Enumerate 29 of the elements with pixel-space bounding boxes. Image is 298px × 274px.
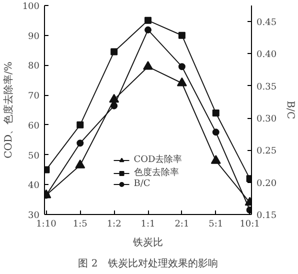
- y2-tick-label: 0.30: [256, 114, 277, 125]
- legend-label: 色度去除率: [134, 166, 179, 179]
- y-tick-label: 70: [28, 92, 40, 102]
- y2-tick-label: 0.45: [256, 18, 277, 28]
- legend-label: COD去除率: [134, 154, 182, 166]
- y-tick-label: 80: [28, 62, 40, 72]
- y-tick-label: 50: [28, 151, 40, 162]
- x-tick-label: 1:10: [36, 220, 57, 230]
- x-tick-label: 5:1: [208, 220, 224, 230]
- y2-tick-label: 0.25: [256, 146, 277, 157]
- x-tick-label: 1:2: [106, 220, 122, 230]
- y-tick-label: 100: [22, 2, 40, 12]
- x-tick-label: 10:1: [240, 220, 260, 230]
- caption: 图 2 铁炭比对处理效果的影响: [78, 258, 218, 270]
- y2-axis-title: B/C: [284, 100, 296, 120]
- y2-tick-label: 0.20: [256, 178, 277, 189]
- x-axis-title: 铁炭比: [132, 236, 163, 248]
- legend-label: B/C: [134, 179, 152, 189]
- x-tick-label: 1:5: [72, 220, 88, 230]
- y2-tick-label: 0.15: [256, 211, 277, 221]
- y-tick-label: 40: [28, 181, 40, 192]
- x-tick-label: 2:1: [174, 220, 190, 230]
- y2-tick-label: 0.35: [256, 82, 277, 92]
- y-tick-label: 60: [28, 121, 40, 132]
- y-tick-label: 90: [28, 32, 40, 42]
- y-axis-title: COD、色度去除率/%: [2, 62, 14, 158]
- y-tick-label: 30: [28, 211, 40, 221]
- y2-tick-label: 0.40: [256, 50, 277, 60]
- x-tick-label: 1:1: [140, 220, 156, 230]
